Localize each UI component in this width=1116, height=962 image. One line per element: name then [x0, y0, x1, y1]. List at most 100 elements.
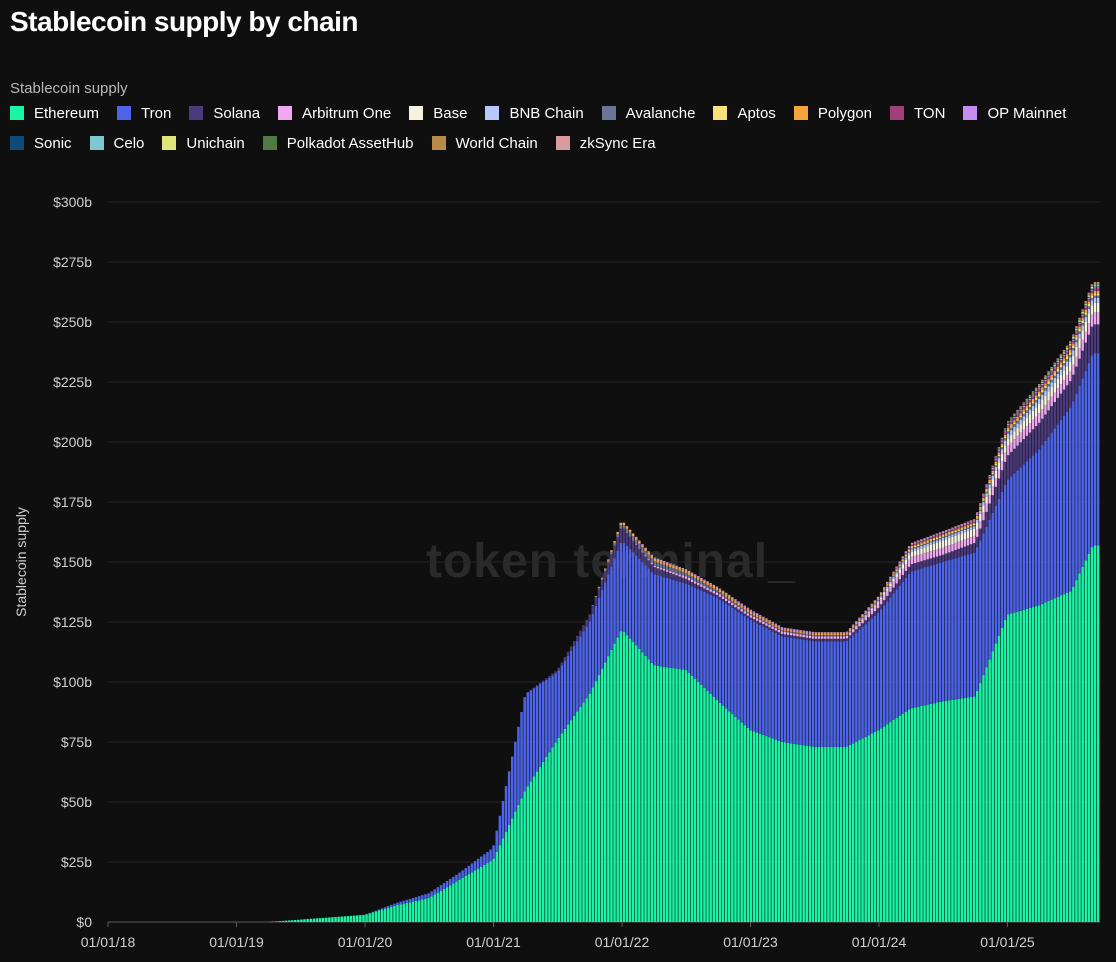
bar-segment [625, 526, 629, 529]
legend-item[interactable]: Solana [189, 104, 260, 122]
bar-segment [830, 638, 833, 642]
bar-segment [734, 716, 737, 922]
bar-segment [994, 643, 998, 922]
bar-segment [659, 563, 663, 569]
legend-swatch [117, 106, 132, 120]
bar-segment [873, 731, 877, 922]
bar-segment [1050, 370, 1053, 372]
bar-segment [647, 560, 650, 569]
legend-item[interactable]: Aptos [713, 104, 776, 122]
legend-item[interactable]: TON [890, 104, 945, 122]
bar-segment [886, 590, 889, 596]
bar-segment [926, 704, 929, 922]
bar-segment [731, 600, 734, 603]
bar-segment [1059, 356, 1063, 358]
bar-segment [1016, 611, 1019, 922]
bar-segment [923, 560, 926, 568]
bar-segment [445, 887, 449, 922]
legend-item[interactable]: Ethereum [10, 104, 99, 122]
bar-segment [1000, 627, 1004, 922]
legend-item[interactable]: Polkadot AssetHub [262, 134, 414, 152]
bar-segment [1072, 586, 1075, 922]
legend-item[interactable]: OP Mainnet [963, 104, 1066, 122]
bar-segment [907, 552, 911, 556]
legend-swatch [89, 136, 104, 150]
bar-segment [808, 634, 812, 636]
bar-segment [938, 701, 942, 922]
legend-item[interactable]: BNB Chain [485, 104, 584, 122]
bar-segment [669, 563, 672, 565]
legend-item[interactable]: World Chain [431, 134, 538, 152]
bar-segment [1019, 409, 1022, 411]
bar-segment [907, 549, 911, 551]
bar-segment [771, 622, 774, 624]
bar-segment [1044, 380, 1047, 384]
bar-segment [650, 571, 653, 663]
bar-segment [1053, 362, 1056, 364]
bar-segment [867, 607, 870, 608]
bar-segment [607, 562, 610, 575]
bars-group [269, 281, 1100, 923]
bar-segment [938, 541, 942, 549]
bar-segment [1019, 424, 1022, 433]
bar-segment [839, 632, 843, 633]
bar-segment [861, 614, 864, 615]
bar-segment [870, 604, 874, 606]
bar-segment [879, 728, 883, 922]
bar-segment [1090, 288, 1094, 289]
bar-segment [709, 594, 712, 694]
bar-segment [963, 527, 967, 529]
bar-segment [1047, 373, 1050, 375]
legend-item[interactable]: Arbitrum One [278, 104, 391, 122]
bar-segment [886, 586, 889, 589]
bar-segment [982, 675, 985, 922]
bar-segment [573, 646, 576, 716]
bar-segment [904, 551, 908, 552]
bar-segment [945, 534, 948, 536]
bar-segment [817, 632, 821, 633]
legend-item[interactable]: Polygon [793, 104, 872, 122]
bar-segment [1031, 410, 1035, 420]
bar-segment [573, 641, 576, 647]
bar-segment [852, 632, 855, 636]
bar-segment [1000, 453, 1004, 461]
bar-segment [414, 900, 418, 922]
bar-segment [867, 617, 870, 622]
bar-segment [972, 522, 976, 524]
bar-segment [672, 579, 675, 669]
bar-segment [1034, 397, 1038, 400]
bar-segment [907, 566, 911, 574]
bar-segment [910, 542, 914, 544]
bar-segment [957, 529, 960, 531]
bar-segment [706, 690, 709, 922]
legend-item[interactable]: Celo [89, 134, 144, 152]
bar-segment [1059, 364, 1063, 368]
legend-item[interactable]: Base [409, 104, 467, 122]
bar-segment [969, 537, 973, 545]
bar-segment [1013, 612, 1016, 922]
legend-item[interactable]: Tron [117, 104, 171, 122]
bar-segment [793, 629, 796, 631]
bar-segment [1096, 353, 1100, 546]
bar-segment [1019, 610, 1022, 922]
bar-segment [1065, 356, 1069, 359]
bar-segment [706, 581, 709, 583]
bar-segment [616, 531, 619, 535]
bar-segment [1044, 388, 1047, 391]
bar-segment [963, 532, 967, 540]
bar-segment [1072, 350, 1075, 356]
bar-segment [988, 488, 991, 496]
bar-segment [411, 897, 415, 902]
legend-item[interactable]: Sonic [10, 134, 72, 152]
legend-label: Arbitrum One [302, 104, 392, 122]
bar-segment [1065, 354, 1069, 357]
legend-item[interactable]: zkSync Era [555, 134, 656, 152]
bar-segment [1041, 380, 1044, 382]
bar-segment [793, 638, 796, 744]
legend-item[interactable]: Unichain [162, 134, 245, 152]
bar-segment [886, 588, 889, 591]
legend-item[interactable]: Avalanche [601, 104, 695, 122]
bar-segment [1047, 371, 1050, 372]
legend-swatch [713, 106, 728, 120]
bar-segment [560, 662, 564, 666]
